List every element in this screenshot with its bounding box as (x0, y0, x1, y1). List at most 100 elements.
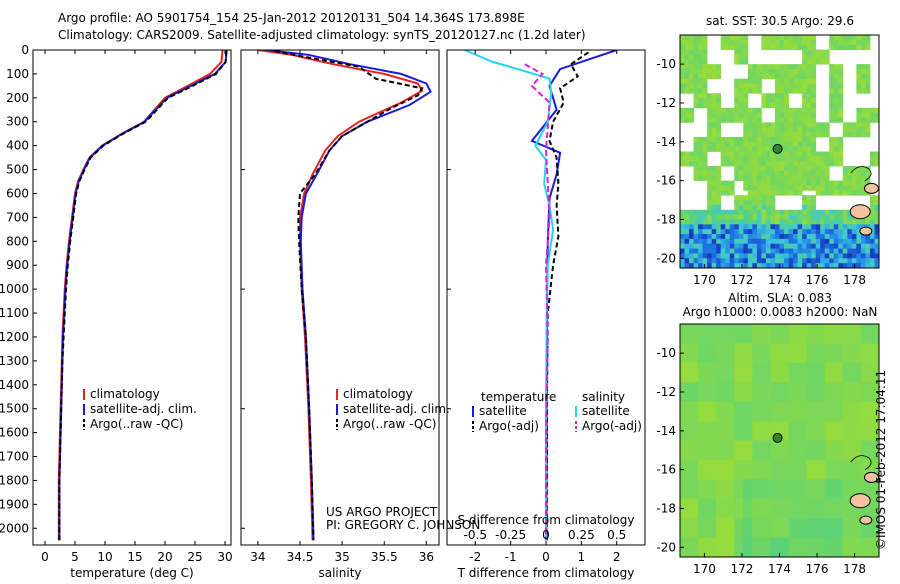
heatmap-cell (756, 190, 762, 196)
heatmap-cell (689, 68, 694, 75)
heatmap-cell (702, 425, 708, 432)
heatmap-cell (860, 479, 866, 485)
heatmap-cell (743, 214, 749, 220)
heatmap-cell (765, 353, 771, 359)
heatmap-cell (811, 253, 817, 259)
heatmap-cell (756, 498, 762, 504)
heatmap-cell (847, 489, 853, 495)
heatmap-cell (734, 243, 740, 249)
heatmap-cell (689, 498, 694, 504)
heatmap-cell (797, 474, 803, 480)
heatmap-cell (747, 166, 753, 172)
heatmap-cell (752, 170, 758, 177)
heatmap-cell (838, 527, 844, 534)
heatmap-cell (774, 357, 780, 364)
heatmap-cell (716, 532, 722, 538)
heatmap-cell (784, 127, 789, 133)
heatmap-cell (725, 156, 731, 162)
heatmap-cell (829, 68, 835, 75)
heatmap-cell (829, 532, 835, 538)
heatmap-cell (851, 122, 857, 128)
heatmap-cell (729, 112, 735, 118)
heatmap-cell (806, 435, 812, 441)
heatmap-cell (856, 180, 862, 186)
heatmap-cell (847, 132, 853, 138)
heatmap-cell (851, 401, 857, 407)
heatmap-cell (806, 464, 812, 471)
heatmap-cell (729, 493, 735, 500)
heatmap-cell (743, 537, 749, 543)
heatmap-cell (797, 421, 803, 427)
heatmap-cell (711, 253, 717, 259)
heatmap-cell (806, 440, 812, 446)
heatmap-cell (680, 455, 685, 461)
heatmap-cell (770, 450, 776, 456)
heatmap-cell (802, 44, 808, 50)
heatmap-cell (851, 421, 857, 427)
heatmap-cell (838, 73, 844, 80)
heatmap-cell (811, 328, 817, 335)
heatmap-cell (842, 518, 848, 524)
heatmap-cell (707, 73, 713, 80)
heatmap-cell (842, 459, 848, 466)
heatmap-cell (747, 406, 753, 412)
heatmap-cell (860, 484, 866, 490)
heatmap-cell (707, 527, 713, 534)
heatmap-cell (815, 459, 821, 466)
heatmap-cell (698, 98, 704, 104)
heatmap-cell (716, 185, 722, 191)
heatmap-cell (824, 411, 830, 417)
heatmap-cell (725, 498, 731, 504)
heatmap-cell (829, 401, 835, 407)
heatmap-cell (738, 406, 744, 412)
heatmap-cell (779, 508, 785, 514)
heatmap-cell (680, 401, 685, 407)
heatmap-cell (869, 387, 875, 393)
heatmap-cell (729, 406, 735, 412)
heatmap-cell (851, 348, 857, 354)
heatmap-cell (869, 357, 875, 364)
heatmap-cell (756, 248, 762, 254)
heatmap-cell (824, 54, 830, 60)
heatmap-cell (774, 83, 780, 89)
heatmap-cell (693, 372, 699, 378)
heatmap-cell (824, 532, 830, 538)
y-tick-label: 2000 (0, 521, 29, 535)
heatmap-cell (734, 141, 740, 148)
heatmap-cell (820, 464, 826, 471)
heatmap-cell (707, 508, 713, 514)
heatmap-cell (761, 146, 767, 152)
heatmap-cell (684, 328, 690, 335)
heatmap-cell (874, 343, 880, 349)
heatmap-cell (747, 513, 753, 519)
heatmap-cell (806, 166, 812, 172)
x-tick-label: 176 (806, 562, 829, 576)
heatmap-cell (698, 102, 704, 109)
heatmap-cell (707, 479, 713, 485)
heatmap-cell (752, 243, 758, 249)
x-tick-label: 20 (157, 550, 172, 564)
heatmap-cell (802, 450, 808, 456)
heatmap-cell (811, 387, 817, 393)
heatmap-cell (711, 425, 717, 432)
heatmap-cell (833, 445, 839, 451)
heatmap-cell (824, 362, 830, 369)
heatmap-cell (743, 338, 749, 344)
heatmap-cell (770, 401, 776, 407)
heatmap-cell (738, 459, 744, 466)
heatmap-cell (752, 464, 758, 471)
heatmap-cell (752, 396, 758, 403)
heatmap-cell (698, 455, 704, 461)
heatmap-cell (824, 445, 830, 451)
heatmap-cell (874, 455, 880, 461)
heatmap-cell (743, 209, 749, 215)
heatmap-cell (680, 224, 685, 230)
heatmap-cell (797, 132, 803, 138)
heatmap-cell (752, 498, 758, 504)
heatmap-cell (747, 479, 753, 485)
heatmap-cell (829, 440, 835, 446)
heatmap-cell (793, 440, 798, 446)
heatmap-cell (851, 234, 857, 240)
heatmap-cell (698, 338, 704, 344)
heatmap-cell (856, 78, 862, 84)
